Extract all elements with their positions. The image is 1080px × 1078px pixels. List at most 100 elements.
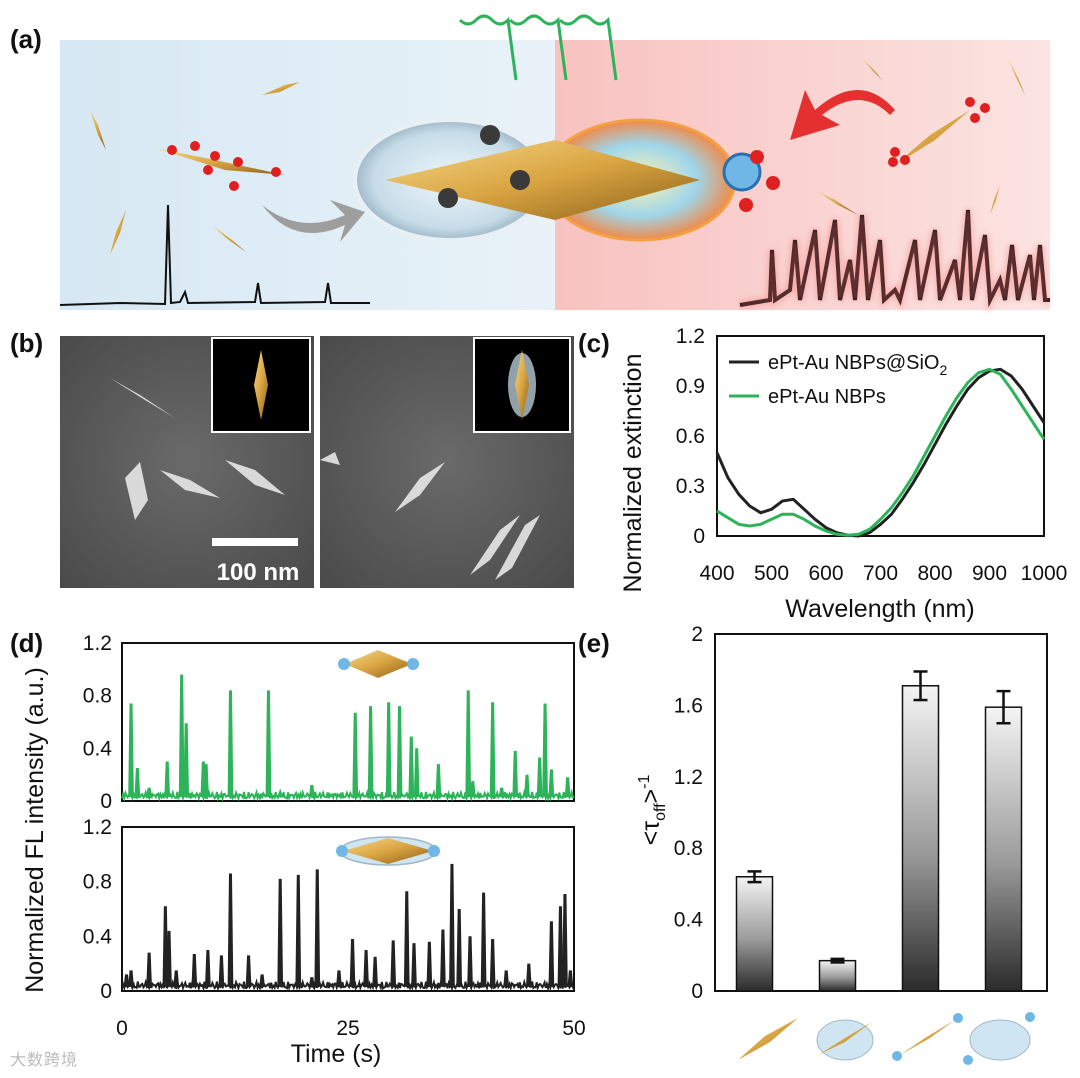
y-tick-label: 2	[691, 623, 703, 646]
y-tick-label: 0.8	[83, 871, 112, 894]
y-tick-label: 0	[691, 980, 703, 1003]
burst-peak	[349, 939, 356, 987]
baseline-trace	[121, 788, 575, 803]
burst-peak	[227, 873, 234, 987]
burst-peak	[512, 750, 519, 798]
burst-peak	[449, 863, 455, 987]
burst-peak	[134, 768, 141, 798]
chart-c-ylabel: Normalized extinction	[619, 354, 647, 593]
burst-peak	[314, 869, 321, 987]
coated-bipyramid-icon	[336, 836, 440, 866]
chart-d-bottom-frame	[121, 826, 575, 992]
y-tick-label: 1.6	[674, 694, 703, 717]
y-tick-label: 1.2	[83, 816, 112, 839]
chart-d: 0 0.4 0.8 1.2 0 0.4 0.8 1.2 0 25 50 Time (s) Norm…	[21, 632, 586, 1068]
x-tick-label: 600	[808, 562, 843, 585]
burst-peak	[413, 748, 420, 798]
panel-label-a: (a)	[10, 24, 42, 54]
panel-label-c: (c)	[578, 328, 610, 358]
burst-peak	[363, 949, 369, 987]
burst-peak	[123, 974, 130, 988]
burst-peak	[440, 929, 446, 987]
y-tick-label: 0.9	[676, 375, 705, 398]
scale-bar-label: 100 nm	[217, 559, 300, 586]
burst-peak	[336, 970, 342, 988]
burst-peak	[352, 712, 359, 798]
svg-text:ePt-Au NBPs: ePt-Au NBPs	[768, 386, 886, 408]
burst-peak	[205, 949, 211, 987]
scale-bar	[212, 538, 298, 546]
burst-peak	[489, 939, 496, 987]
y-tick-label: 0.8	[674, 837, 703, 860]
tem-panel-b: 100 nm	[60, 336, 574, 588]
burst-peak	[396, 706, 403, 798]
burst-peak	[265, 690, 272, 798]
x-tick-label: 800	[917, 562, 952, 585]
y-tick-label: 0.4	[674, 909, 704, 932]
category-icon-bipyramid	[738, 1018, 798, 1060]
x-tick-label: 50	[562, 1017, 585, 1040]
burst-peak	[498, 787, 505, 798]
chart-e-frame	[714, 633, 1048, 992]
burst-peak	[308, 785, 315, 798]
burst-peak	[536, 757, 543, 798]
process-arrow	[262, 200, 365, 242]
category-icon-tipped-bipyramid	[892, 1013, 963, 1061]
burst-peak	[408, 736, 415, 798]
emission-arrow	[790, 90, 895, 140]
bar	[984, 706, 1023, 992]
y-tick-label: 0.4	[83, 925, 113, 948]
y-tick-label: 1.2	[83, 632, 112, 655]
burst-peak	[166, 930, 172, 987]
watermark: 大数跨境	[10, 1050, 79, 1069]
x-tick-label: 500	[754, 562, 789, 585]
platinum-tip	[722, 152, 762, 192]
burst-peak	[295, 874, 302, 987]
excitation-light-icon	[458, 14, 618, 81]
burst-peak	[503, 970, 510, 988]
y-tick-label: 0	[100, 790, 112, 813]
burst-peak	[548, 769, 555, 798]
burst-peak	[183, 723, 190, 798]
y-tick-label: 0.8	[83, 685, 112, 708]
x-tick-label: 400	[699, 562, 734, 585]
burst-peak	[465, 690, 472, 798]
burst-peak	[146, 787, 152, 798]
burst-peak	[162, 906, 169, 987]
burst-peak	[128, 970, 134, 988]
burst-peak	[308, 977, 315, 988]
y-tick-label: 0.6	[676, 425, 705, 448]
chart-c-legend: ePt-Au NBPs@SiO2 ePt-Au NBPs	[729, 352, 947, 408]
burst-peak	[245, 955, 252, 987]
schematic-panel-a	[59, 14, 1050, 315]
y-tick-label: 0.3	[676, 475, 705, 498]
burst-peak	[469, 781, 476, 798]
y-tick-label: 1.2	[674, 766, 703, 789]
y-tick-label: 0.4	[83, 737, 113, 760]
y-tick-label: 1.2	[676, 325, 705, 348]
burst-peak	[385, 702, 392, 798]
bipyramid-with-dyes	[155, 148, 285, 175]
panel-label-b: (b)	[10, 328, 44, 358]
weak-fluorescence-trace	[59, 204, 370, 306]
category-icon-coated-bipyramid	[816, 1019, 874, 1061]
burst-peak	[259, 974, 265, 988]
chart-d-top-frame	[121, 642, 575, 802]
y-tick-label: 0	[693, 525, 705, 548]
svg-text:ePt-Au NBPs@SiO2: ePt-Au NBPs@SiO2	[768, 352, 947, 378]
burst-peak	[435, 764, 442, 798]
burst-peak	[456, 908, 463, 987]
panel-label-d: (d)	[10, 628, 44, 658]
bipyramid-icon	[90, 82, 300, 255]
bipyramid-icon	[338, 650, 419, 678]
bar	[735, 876, 774, 992]
chart-c-xlabel: Wavelength (nm)	[785, 595, 974, 623]
burst-peak	[426, 941, 433, 987]
chart-e-ylabel: <τoff>-1	[636, 774, 669, 845]
gold-core	[385, 140, 700, 220]
burst-peak	[277, 788, 283, 798]
dye-molecules	[167, 141, 281, 191]
burst-peak	[128, 703, 134, 798]
burst-peak	[480, 892, 487, 987]
